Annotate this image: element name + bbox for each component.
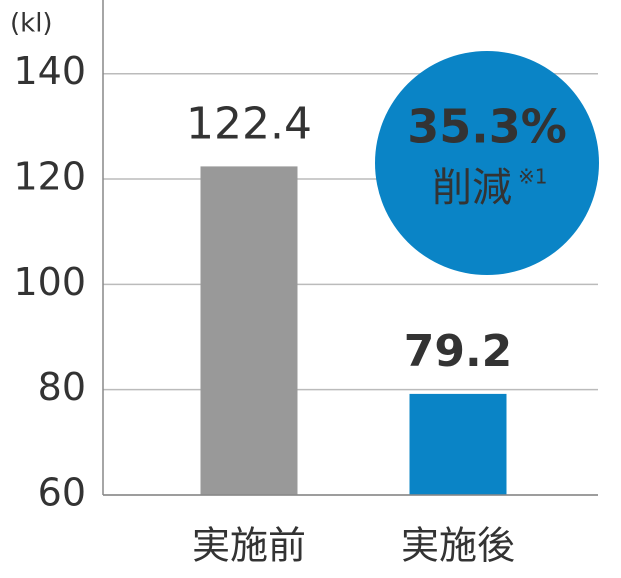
y-tick-label: 100 bbox=[13, 260, 86, 304]
value-label: 122.4 bbox=[186, 98, 312, 149]
annotation-value: 35.3% bbox=[407, 100, 567, 154]
y-tick-label: 120 bbox=[13, 155, 86, 199]
annotation-note: ※1 bbox=[518, 165, 547, 189]
y-tick-label: 80 bbox=[38, 365, 86, 409]
y-tick-label: 60 bbox=[38, 471, 86, 515]
bar bbox=[200, 166, 298, 496]
x-tick-label: 実施後 bbox=[401, 524, 515, 568]
x-tick-label: 実施前 bbox=[192, 524, 306, 568]
bar bbox=[409, 393, 507, 495]
y-tick-label: 140 bbox=[13, 49, 86, 93]
y-axis-label: (kl) bbox=[10, 9, 53, 39]
value-label: 79.2 bbox=[404, 326, 513, 377]
annotation-text: 削減 bbox=[432, 165, 512, 211]
annotation-circle bbox=[375, 51, 599, 275]
